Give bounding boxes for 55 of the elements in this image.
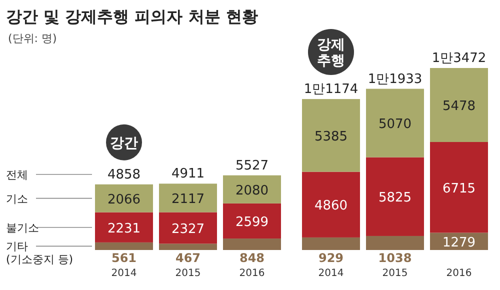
- bar: [302, 237, 360, 250]
- data-label: 5070: [378, 117, 412, 132]
- bar: [430, 142, 488, 233]
- x-tick-label: 2014: [318, 268, 344, 279]
- x-tick-label: 2014: [111, 268, 137, 279]
- data-label: 467: [175, 251, 201, 265]
- annotation: 강제추행: [317, 37, 345, 70]
- chart-subtitle: (단위: 명): [8, 32, 57, 45]
- bar: [223, 238, 281, 250]
- bar: [366, 236, 424, 250]
- data-label: 2231: [107, 221, 141, 236]
- x-tick-label: 2015: [175, 268, 201, 279]
- data-label: 848: [239, 251, 265, 265]
- data-label: 561: [111, 251, 137, 265]
- total-label: 4858: [107, 167, 141, 182]
- bar: [366, 88, 424, 158]
- data-label: 929: [318, 251, 344, 265]
- total-label: 1만1933: [368, 72, 422, 87]
- data-label: 2066: [107, 192, 141, 208]
- total-label: 1만3472: [432, 51, 486, 66]
- total-label: 4911: [171, 166, 205, 182]
- bar: [223, 203, 281, 239]
- bar: [302, 172, 360, 238]
- bar: [366, 157, 424, 236]
- chart-title: 강간 및 강제추행 피의자 처분 현황: [6, 7, 258, 26]
- data-label: 2080: [235, 183, 269, 198]
- text: 기타 (기소중지 등): [6, 240, 74, 266]
- data-label: 5478: [442, 99, 476, 114]
- x-tick-label: 2016: [239, 268, 265, 279]
- text: 강간: [110, 135, 138, 152]
- text: 불기소: [6, 221, 39, 234]
- bar: [159, 244, 217, 250]
- data-label: 2599: [235, 214, 269, 230]
- total-label: 5527: [235, 158, 269, 174]
- data-label: 1279: [442, 235, 476, 250]
- bar: [95, 184, 153, 212]
- data-label: 2327: [171, 222, 205, 237]
- bar: [95, 212, 153, 242]
- text: 전체: [6, 168, 28, 182]
- bar: [430, 68, 488, 142]
- data-label: 5825: [378, 190, 412, 206]
- bar: [159, 212, 217, 244]
- data-label: 6715: [442, 181, 476, 196]
- data-label: 1038: [378, 251, 412, 265]
- bar: [302, 99, 360, 172]
- data-label: 5385: [314, 129, 348, 144]
- data-label: 4860: [314, 198, 348, 214]
- data-label: 2117: [171, 192, 205, 207]
- total-label: 1만1174: [304, 82, 358, 98]
- bar: [223, 175, 281, 204]
- x-tick-label: 2016: [446, 268, 472, 279]
- bar: [95, 242, 153, 250]
- text: 기소: [6, 192, 28, 206]
- bar: [159, 184, 217, 212]
- x-tick-label: 2015: [382, 268, 408, 279]
